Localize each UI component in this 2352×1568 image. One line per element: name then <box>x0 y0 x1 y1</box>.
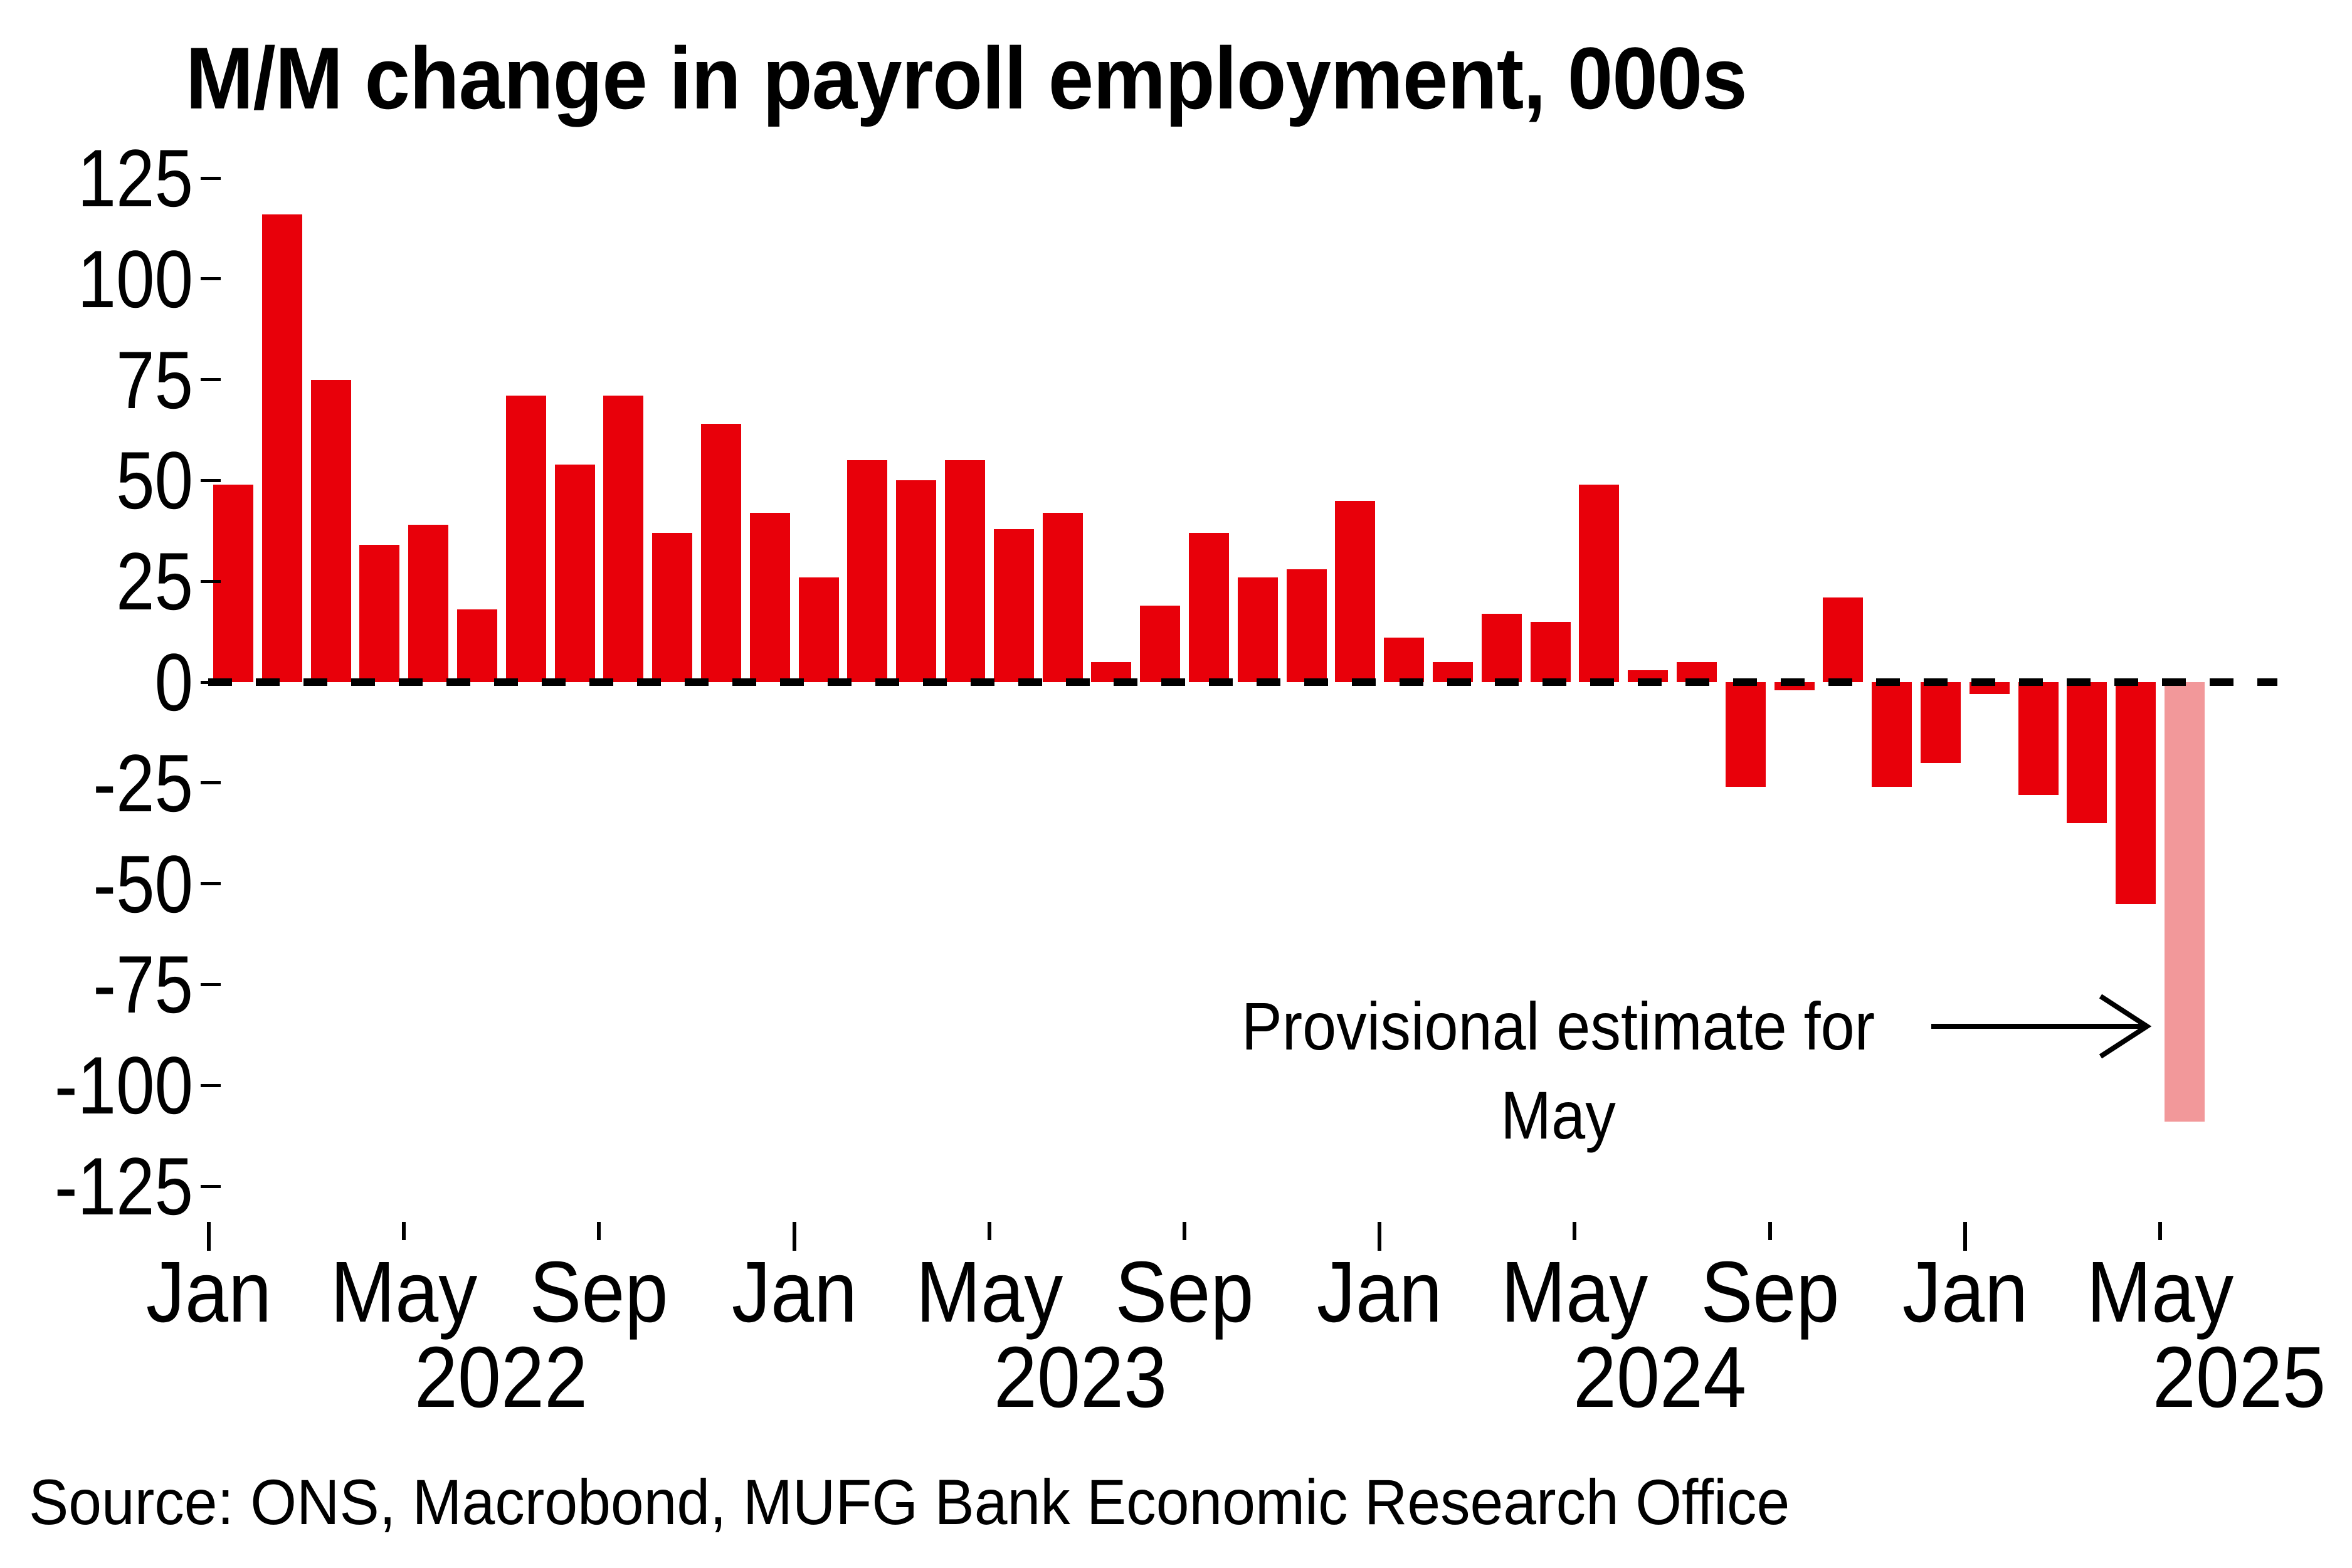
x-axis-month-label-May-2025: May <box>2086 1244 2234 1340</box>
x-axis-year-label-2022: 2022 <box>414 1329 588 1426</box>
bar-Oct-2023 <box>1237 577 1278 682</box>
y-axis-tick-50 <box>201 478 221 482</box>
bar-May-2025-provisional <box>2165 682 2205 1122</box>
y-axis-tick--125 <box>201 1184 221 1188</box>
x-axis-year-label-2024: 2024 <box>1573 1329 1747 1426</box>
bar-Dec-2023 <box>1335 500 1376 682</box>
x-axis-tick-May-2023 <box>987 1222 991 1240</box>
y-axis-tick-125 <box>201 176 221 180</box>
y-axis-label--50: -50 <box>93 838 193 930</box>
y-axis-label--125: -125 <box>54 1140 193 1232</box>
x-axis-year-label-2025: 2025 <box>2152 1329 2326 1426</box>
chart-title: M/M change in payroll employment, 000s <box>186 29 1748 127</box>
y-axis-label--75: -75 <box>93 939 193 1031</box>
x-axis-month-label-Jan-2022: Jan <box>145 1244 272 1340</box>
x-axis-tick-Sep-2024 <box>1768 1222 1772 1240</box>
x-axis-month-label-Jan-2025: Jan <box>1902 1244 2028 1340</box>
x-axis-month-label-Sep-2022: Sep <box>529 1244 668 1340</box>
x-axis-tick-May-2022 <box>402 1222 406 1240</box>
y-axis-tick-75 <box>201 378 221 382</box>
bar-Apr-2022 <box>359 545 400 682</box>
x-axis-tick-Jan-2024 <box>1378 1222 1382 1251</box>
y-axis-label--100: -100 <box>54 1039 193 1132</box>
bar-Mar-2025 <box>2067 682 2107 824</box>
bar-Jan-2022 <box>213 484 253 682</box>
x-axis-month-label-Jan-2023: Jan <box>731 1244 857 1340</box>
bar-Nov-2022 <box>701 424 741 682</box>
y-axis-tick--75 <box>201 982 221 986</box>
bar-Feb-2022 <box>261 214 302 682</box>
y-axis-tick--100 <box>201 1083 221 1087</box>
y-axis-label-75: 75 <box>116 334 193 426</box>
bar-Jan-2024 <box>1384 638 1425 682</box>
bar-Dec-2022 <box>749 512 790 682</box>
bar-Mar-2024 <box>1481 613 1522 682</box>
x-axis-tick-May-2024 <box>1573 1222 1577 1240</box>
y-axis-label-125: 125 <box>77 132 193 224</box>
bar-Oct-2024 <box>1823 597 1864 682</box>
y-axis-tick--25 <box>201 781 221 785</box>
x-axis-tick-Jan-2023 <box>792 1222 796 1251</box>
y-axis-label-50: 50 <box>116 434 193 527</box>
bar-Sep-2023 <box>1189 533 1229 682</box>
bar-Mar-2023 <box>896 480 937 682</box>
y-axis-tick--50 <box>201 882 221 886</box>
x-axis-tick-May-2025 <box>2158 1222 2162 1240</box>
bar-Nov-2023 <box>1286 569 1327 682</box>
x-axis-year-label-2023: 2023 <box>993 1329 1168 1426</box>
bar-May-2022 <box>408 525 449 682</box>
bar-Mar-2022 <box>310 379 351 682</box>
bar-Oct-2022 <box>652 533 693 682</box>
y-axis-label--25: -25 <box>93 737 193 829</box>
annotation-arrow-icon <box>1931 994 2152 1059</box>
annotation-line-1: Provisional estimate for <box>1241 988 1875 1064</box>
bar-Feb-2023 <box>847 460 888 682</box>
x-axis-tick-Sep-2022 <box>597 1222 601 1240</box>
bar-Aug-2024 <box>1725 682 1766 787</box>
x-axis-tick-Sep-2023 <box>1183 1222 1186 1240</box>
bar-Sep-2022 <box>603 396 644 682</box>
bar-May-2024 <box>1579 484 1620 682</box>
x-axis-tick-Jan-2025 <box>1963 1222 1967 1251</box>
x-axis-month-label-Sep-2023: Sep <box>1115 1244 1254 1340</box>
bar-May-2023 <box>993 529 1034 682</box>
y-axis-tick-25 <box>201 579 221 583</box>
y-axis-label-25: 25 <box>116 535 193 628</box>
bar-Jun-2023 <box>1042 512 1083 682</box>
bar-Apr-2024 <box>1530 621 1571 682</box>
x-axis-month-label-Jan-2024: Jan <box>1317 1244 1443 1340</box>
zero-baseline-dashed-line <box>208 678 2277 686</box>
bar-Apr-2023 <box>945 460 985 682</box>
bar-Nov-2024 <box>1872 682 1912 787</box>
bar-Jun-2022 <box>457 609 497 682</box>
bar-Dec-2024 <box>1921 682 1961 763</box>
bar-Feb-2025 <box>2018 682 2059 796</box>
y-axis-label-0: 0 <box>154 636 193 728</box>
y-axis-tick-100 <box>201 277 221 281</box>
bar-Apr-2025 <box>2116 682 2156 904</box>
x-axis-tick-Jan-2022 <box>207 1222 211 1251</box>
source-text: Source: ONS, Macrobond, MUFG Bank Econom… <box>29 1466 1790 1538</box>
bar-Aug-2023 <box>1140 605 1181 682</box>
x-axis-month-label-May-2024: May <box>1501 1244 1648 1340</box>
y-axis-label-100: 100 <box>77 233 193 325</box>
bar-Aug-2022 <box>554 464 595 682</box>
bar-Jul-2022 <box>505 396 546 682</box>
provisional-annotation: Provisional estimate for May <box>994 982 2123 1160</box>
x-axis-month-label-May-2023: May <box>915 1244 1063 1340</box>
bar-Jan-2023 <box>798 577 839 682</box>
annotation-line-2: May <box>1500 1077 1616 1153</box>
x-axis-month-label-Sep-2024: Sep <box>1701 1244 1840 1340</box>
x-axis-month-label-May-2022: May <box>330 1244 478 1340</box>
